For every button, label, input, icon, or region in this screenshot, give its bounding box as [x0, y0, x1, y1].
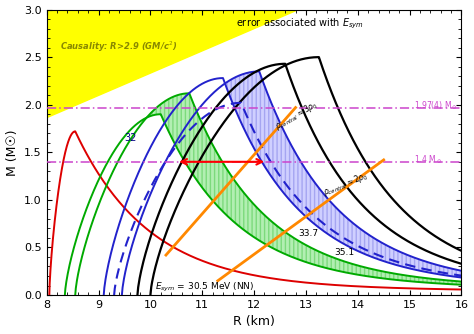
Y-axis label: M (M☉): M (M☉) — [6, 129, 18, 176]
Text: 33.7: 33.7 — [298, 229, 318, 238]
X-axis label: R (km): R (km) — [233, 315, 275, 328]
Text: $\rho_{central}$$\approx$3$\rho_0$: $\rho_{central}$$\approx$3$\rho_0$ — [272, 97, 320, 133]
Text: $E_{sym}$ = 30.5 MeV (NN): $E_{sym}$ = 30.5 MeV (NN) — [155, 281, 255, 294]
Text: 32: 32 — [125, 133, 137, 143]
Text: 1.97(4) M$_\odot$: 1.97(4) M$_\odot$ — [414, 100, 458, 112]
Text: error associated with $E_{sym}$: error associated with $E_{sym}$ — [236, 17, 364, 31]
Text: 35.1: 35.1 — [335, 248, 355, 257]
Text: 1.4 M$_\odot$: 1.4 M$_\odot$ — [414, 154, 442, 166]
Text: $\rho_{central}$$\approx$2$\rho_0$: $\rho_{central}$$\approx$2$\rho_0$ — [321, 169, 371, 199]
Text: Causality: R>2.9 (GM/c$^2$): Causality: R>2.9 (GM/c$^2$) — [60, 39, 177, 53]
